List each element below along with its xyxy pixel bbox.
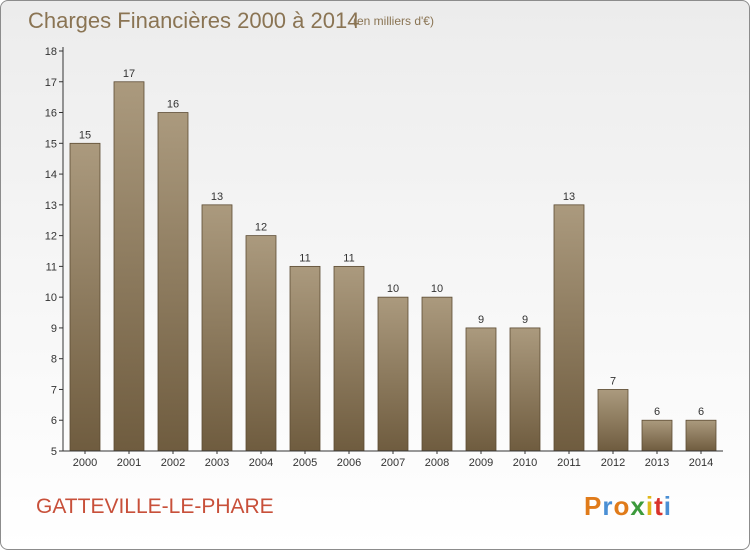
y-tick-label: 12 [45,231,57,243]
logo-letter: P [584,491,603,521]
logo-letter: i [645,491,655,521]
bar [597,389,629,452]
y-tick-label: 11 [46,261,57,273]
x-tick-label: 2013 [645,457,669,469]
data-label: 13 [211,191,223,203]
data-label: 10 [431,283,443,295]
x-tick-label: 2006 [337,457,361,469]
bar [289,265,321,452]
logo-letter: x [630,491,646,521]
bar [641,419,673,452]
logo-letter: t [654,491,664,521]
data-label: 7 [610,375,616,387]
y-tick-label: 7 [51,384,57,396]
bar [465,327,497,452]
y-tick-label: 6 [51,415,57,427]
x-tick-label: 2002 [161,457,185,469]
bar [113,81,145,452]
y-tick-label: 14 [45,169,57,181]
data-label: 11 [299,252,310,264]
y-tick-label: 16 [45,108,57,120]
x-tick-label: 2008 [425,457,449,469]
x-tick-label: 2005 [293,457,317,469]
y-tick-label: 13 [45,200,57,212]
data-label: 12 [255,222,267,234]
x-tick-label: 2011 [557,457,581,469]
data-label: 6 [698,406,704,418]
data-label: 16 [167,99,179,111]
y-tick-label: 8 [51,354,57,366]
x-tick-label: 2009 [469,457,493,469]
logo-letter: r [602,491,614,521]
y-tick-label: 17 [45,77,57,89]
chart-unit: (en milliers d'€) [353,14,434,28]
bar [421,296,453,452]
chart-title: Charges Financières 2000 à 2014 [28,8,360,33]
x-tick-label: 2007 [381,457,405,469]
bar [509,327,541,452]
bar [245,235,277,452]
bar [377,296,409,452]
bar [201,204,233,452]
y-tick-label: 9 [51,323,57,335]
commune-name: GATTEVILLE-LE-PHARE [36,495,274,518]
data-label: 10 [387,283,399,295]
y-tick-label: 5 [51,446,57,458]
bar [157,112,189,452]
data-label: 15 [79,129,91,141]
bar [333,265,365,452]
y-tick-label: 15 [45,138,57,150]
bar [69,142,101,452]
x-tick-label: 2010 [513,457,537,469]
x-tick-label: 2003 [205,457,229,469]
x-tick-label: 2012 [601,457,625,469]
x-tick-label: 2004 [249,457,273,469]
x-tick-label: 2000 [73,457,97,469]
data-label: 9 [478,314,484,326]
y-tick-label: 18 [45,46,57,58]
bar [553,204,585,452]
bar [685,419,717,452]
data-label: 6 [654,406,660,418]
logo-letter: o [613,491,631,521]
data-label: 11 [343,252,354,264]
x-tick-label: 2001 [117,457,141,469]
y-tick-label: 10 [45,292,57,304]
data-label: 9 [522,314,528,326]
data-label: 13 [563,191,575,203]
x-tick-label: 2014 [689,457,713,469]
data-label: 17 [123,68,135,80]
logo-letter: i [663,491,672,521]
proxiti-logo: Proxiti [584,491,672,522]
